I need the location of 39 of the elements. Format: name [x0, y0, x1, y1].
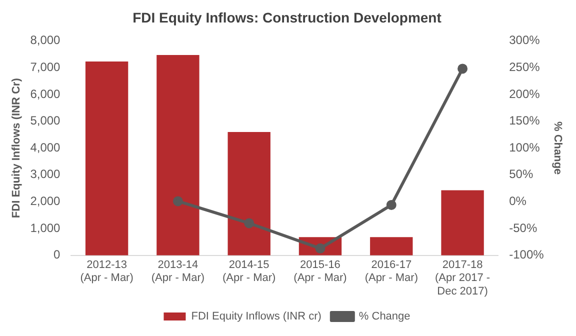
y2-tick-label: 150%: [509, 114, 540, 128]
point: [244, 218, 254, 228]
x-tick-label: 2016-17 (Apr - Mar): [364, 259, 418, 284]
bar: [228, 132, 270, 256]
bar: [370, 237, 413, 256]
point: [172, 196, 183, 206]
x-tick-label: 2017-18 (Apr 2017 - Dec 2017): [435, 259, 490, 298]
y-tick-label: 1,000: [30, 220, 61, 235]
y-tick-label: 2,000: [30, 194, 61, 208]
x-tick-label: 2014-15 (Apr - Mar): [222, 259, 276, 284]
bar: [441, 190, 484, 256]
y-tick-label: 4,000: [30, 140, 61, 154]
y2-tick-label: 0%: [509, 194, 527, 208]
y-tick-label: 3,000: [30, 167, 61, 182]
y-tick-label: 8,000: [30, 33, 61, 48]
bar: [156, 55, 200, 256]
y-tick-label: 0: [54, 248, 61, 262]
legend-label: FDI Equity Inflows (INR cr): [191, 310, 322, 323]
y-tick-label: 6,000: [30, 86, 61, 101]
y2-tick-label: -50%: [509, 220, 538, 235]
x-tick-label: 2015-16 (Apr - Mar): [294, 259, 347, 284]
y2-axis-title: % Change: [551, 122, 564, 175]
point: [386, 200, 396, 210]
point: [315, 243, 326, 254]
y2-tick-label: 250%: [509, 60, 540, 74]
y2-tick-label: 100%: [509, 140, 540, 154]
point: [458, 64, 468, 74]
y2-tick-label: 300%: [509, 33, 540, 48]
y-tick-label: 5,000: [30, 114, 61, 128]
y-tick-label: 7,000: [30, 60, 61, 74]
x-tick-label: 2012-13 (Apr - Mar): [80, 259, 134, 284]
y-axis-title: FDI Equity Inflows (INR Cr): [10, 78, 23, 218]
y2-tick-label: 50%: [509, 167, 534, 182]
y2-tick-label: -100%: [509, 248, 544, 262]
y2-tick-label: 200%: [509, 86, 540, 101]
chart-title: FDI Equity Inflows: Construction Development: [132, 9, 442, 26]
legend-label: % Change: [358, 310, 410, 323]
x-tick-label: 2013-14 (Apr - Mar): [151, 259, 205, 284]
bar: [85, 61, 128, 256]
